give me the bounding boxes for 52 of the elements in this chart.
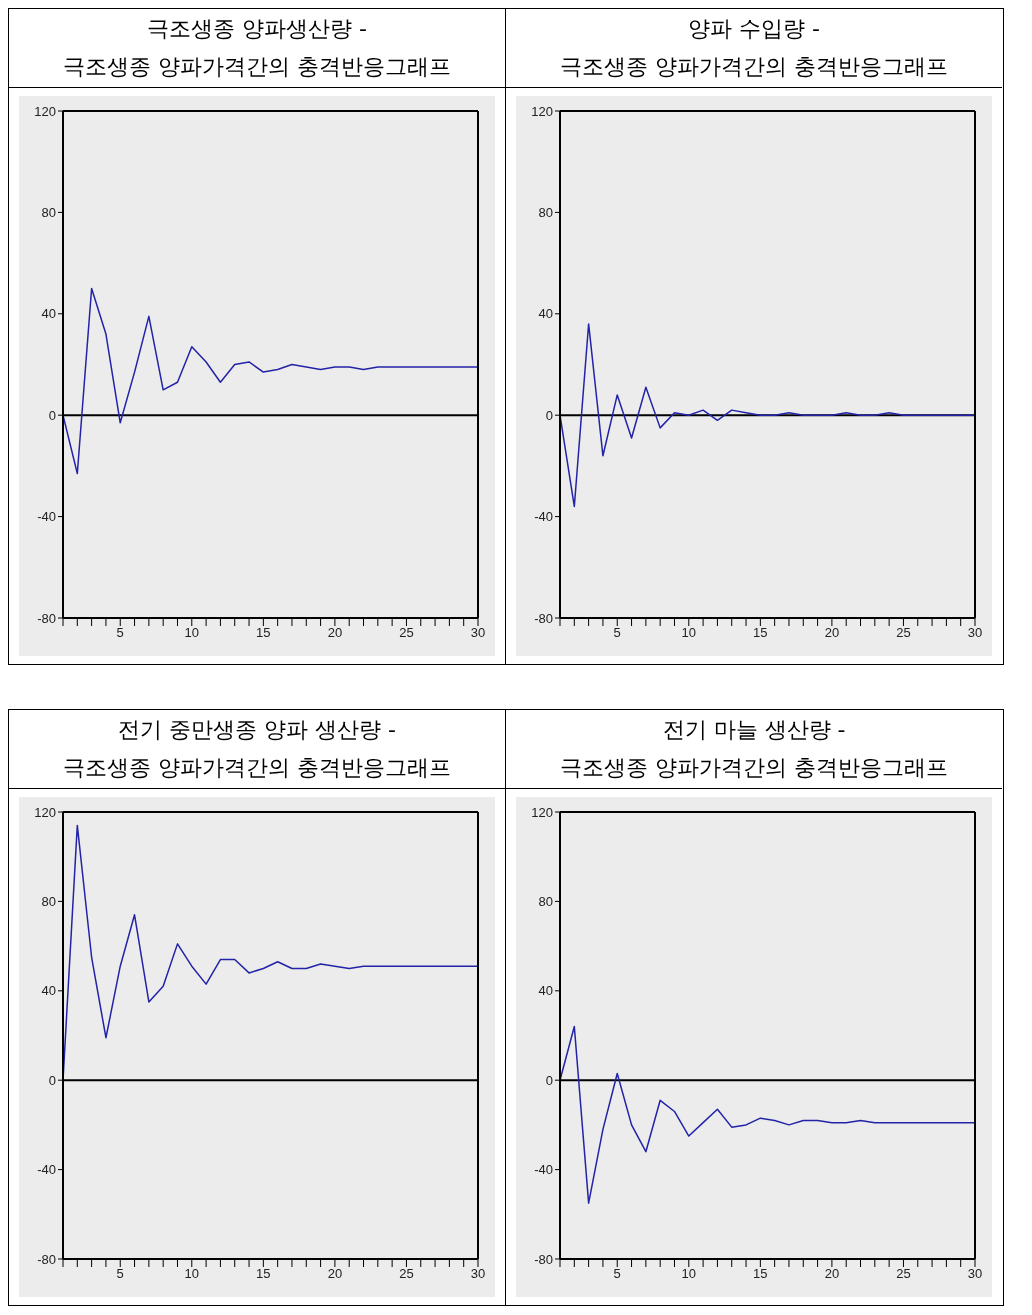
x-tick-label: 20 xyxy=(824,1266,840,1282)
y-tick-label: -80 xyxy=(534,610,553,626)
y-tick-label: 40 xyxy=(41,306,56,322)
chart-title: 전기 마늘 생산량 - 극조생종 양파가격간의 충격반응그래프 xyxy=(506,710,1002,789)
x-tick-label: 30 xyxy=(967,625,983,641)
x-tick-label: 25 xyxy=(896,625,911,641)
y-tick-label: -40 xyxy=(534,509,553,525)
y-tick-label: 0 xyxy=(545,1072,553,1088)
x-tick-label: 25 xyxy=(399,625,414,641)
x-tick-label: 30 xyxy=(470,625,486,641)
x-tick-label: 25 xyxy=(399,1266,414,1282)
x-tick-label: 20 xyxy=(824,625,840,641)
x-tick-label: 15 xyxy=(753,625,768,641)
y-tick-label: 120 xyxy=(34,103,56,119)
y-tick-label: -40 xyxy=(37,1162,56,1178)
x-tick-label: 15 xyxy=(256,1266,271,1282)
x-tick-label: 30 xyxy=(967,1266,983,1282)
x-tick-label: 5 xyxy=(613,1266,621,1282)
y-tick-label: -80 xyxy=(37,1251,56,1267)
x-tick-label: 25 xyxy=(896,1266,911,1282)
y-tick-label: 120 xyxy=(34,804,56,820)
x-tick-label: 20 xyxy=(327,1266,343,1282)
y-tick-label: -40 xyxy=(37,509,56,525)
x-tick-label: 15 xyxy=(256,625,271,641)
y-tick-label: 0 xyxy=(48,1072,56,1088)
y-tick-label: 80 xyxy=(538,894,553,910)
chart-title: 전기 중만생종 양파 생산량 - 극조생종 양파가격간의 충격반응그래프 xyxy=(9,710,505,789)
x-tick-label: 5 xyxy=(613,625,621,641)
y-tick-label: 120 xyxy=(531,103,553,119)
y-tick-label: 0 xyxy=(48,407,56,423)
y-tick-label: 40 xyxy=(41,983,56,999)
y-tick-label: 80 xyxy=(538,205,553,221)
y-tick-label: -80 xyxy=(534,1251,553,1267)
x-tick-label: 10 xyxy=(681,625,697,641)
y-tick-label: 120 xyxy=(531,804,553,820)
y-tick-label: 0 xyxy=(545,407,553,423)
y-tick-label: 40 xyxy=(538,306,553,322)
x-tick-label: 5 xyxy=(116,625,124,641)
x-tick-label: 10 xyxy=(184,1266,200,1282)
x-tick-label: 10 xyxy=(184,625,200,641)
x-tick-label: 20 xyxy=(327,625,343,641)
x-tick-label: 10 xyxy=(681,1266,697,1282)
y-tick-label: 40 xyxy=(538,983,553,999)
chart-title: 양파 수입량 - 극조생종 양파가격간의 충격반응그래프 xyxy=(506,9,1002,88)
y-tick-label: 80 xyxy=(41,205,56,221)
y-tick-label: -40 xyxy=(534,1162,553,1178)
x-tick-label: 5 xyxy=(116,1266,124,1282)
chart-title: 극조생종 양파생산량 - 극조생종 양파가격간의 충격반응그래프 xyxy=(9,9,505,88)
x-tick-label: 15 xyxy=(753,1266,768,1282)
x-tick-label: 30 xyxy=(470,1266,486,1282)
y-tick-label: 80 xyxy=(41,894,56,910)
y-tick-label: -80 xyxy=(37,610,56,626)
